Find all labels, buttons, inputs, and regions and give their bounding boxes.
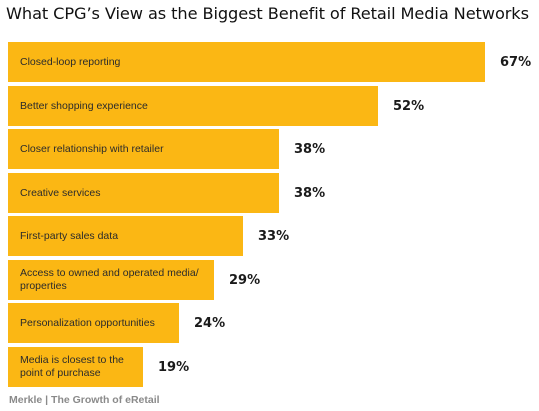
bar	[8, 42, 485, 82]
bar-value-label: 29%	[229, 272, 261, 288]
bar	[8, 303, 179, 343]
bar-category-label: Access to owned and operated media/ prop…	[20, 267, 199, 292]
bar	[8, 173, 279, 213]
bar-value-label: 19%	[158, 359, 190, 375]
bar-category-label: Closed-loop reporting	[20, 55, 121, 68]
bar	[8, 129, 279, 169]
bar-category-label: Creative services	[20, 186, 101, 199]
bar-category-label: First-party sales data	[20, 229, 119, 242]
bar-category-label: Closer relationship with retailer	[20, 142, 164, 155]
bar	[8, 260, 214, 300]
bar-category-label: Personalization opportunities	[20, 316, 155, 329]
page-title: What CPG’s View as the Biggest Benefit o…	[6, 4, 529, 23]
bar-value-label: 33%	[258, 228, 290, 244]
bar-value-label: 38%	[294, 141, 326, 157]
bar-value-label: 38%	[294, 185, 326, 201]
bar-value-label: 24%	[194, 315, 226, 331]
bar	[8, 347, 143, 387]
bar	[8, 216, 243, 256]
bar	[8, 86, 378, 126]
bar-value-label: 52%	[393, 98, 425, 114]
bar-category-label: Better shopping experience	[20, 99, 148, 112]
source-note: Merkle | The Growth of eRetail	[9, 394, 160, 406]
bar-category-label: Media is closest to the point of purchas…	[20, 354, 124, 379]
bar-value-label: 67%	[500, 54, 532, 70]
